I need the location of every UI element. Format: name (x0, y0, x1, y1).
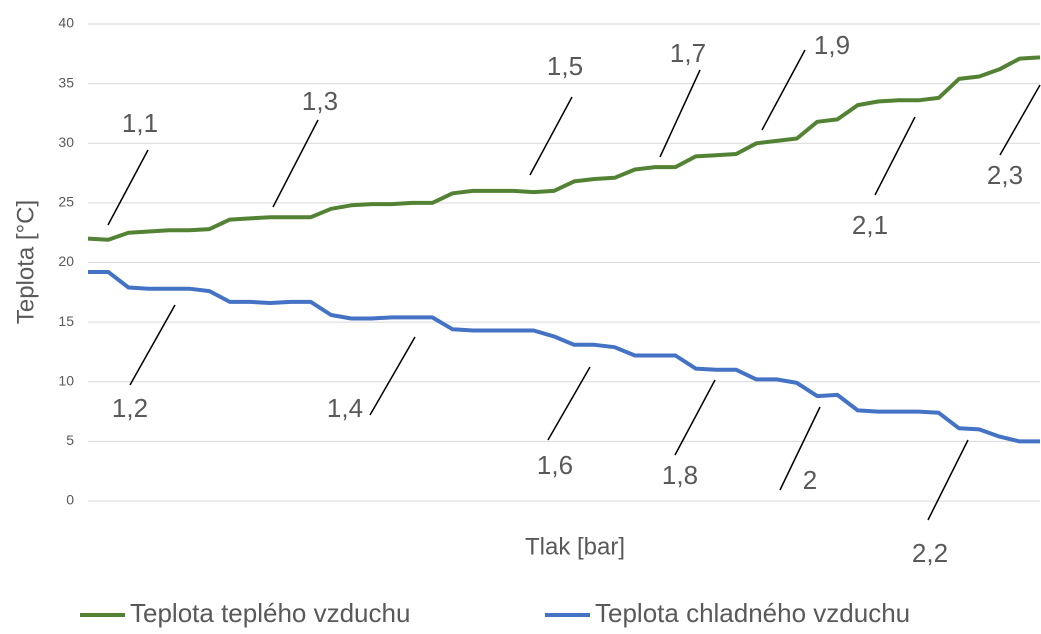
legend-label: Teplota teplého vzduchu (130, 598, 410, 628)
annotation: 1,5 (547, 51, 583, 81)
annotation-leader (761, 49, 806, 131)
annotation-leader (129, 304, 176, 386)
annotation-leader (107, 149, 149, 226)
annotation-leader (272, 119, 319, 208)
y-tick-label: 15 (58, 313, 74, 329)
annotation: 1,8 (662, 460, 698, 490)
y-axis-label: Teplota [°C] (12, 200, 39, 324)
annotation-leader (927, 439, 969, 521)
annotation-leader (529, 96, 573, 176)
annotation: 1,1 (122, 108, 158, 138)
y-tick-label: 10 (58, 372, 74, 388)
annotation: 2 (803, 465, 817, 495)
y-tick-label: 5 (66, 432, 74, 448)
annotation-leader (659, 69, 701, 158)
annotation-leader (674, 379, 716, 456)
series-line (87, 55, 1041, 242)
annotation: 1,4 (327, 393, 363, 423)
y-tick-label: 25 (58, 194, 74, 210)
annotation: 2,1 (852, 210, 888, 240)
annotation-leader (999, 84, 1041, 156)
y-tick-label: 30 (58, 134, 74, 150)
series-line (88, 270, 1040, 444)
annotation-leader (369, 336, 416, 416)
annotation: 1,3 (302, 86, 338, 116)
legend-label: Teplota chladného vzduchu (595, 598, 910, 628)
annotation: 1,2 (112, 393, 148, 423)
y-tick-label: 20 (58, 253, 74, 269)
annotation-leader (779, 406, 821, 491)
y-tick-label: 0 (66, 492, 74, 508)
annotation: 2,3 (987, 160, 1023, 190)
x-axis-label: Tlak [bar] (525, 533, 625, 560)
annotation: 1,7 (670, 38, 706, 68)
y-tick-label: 40 (58, 15, 74, 31)
annotation: 1,9 (814, 30, 850, 60)
y-tick-label: 35 (58, 74, 74, 90)
annotation-leader (874, 116, 916, 196)
annotation: 2,2 (912, 538, 948, 568)
annotation: 1,6 (537, 450, 573, 480)
annotation-leader (547, 366, 591, 441)
